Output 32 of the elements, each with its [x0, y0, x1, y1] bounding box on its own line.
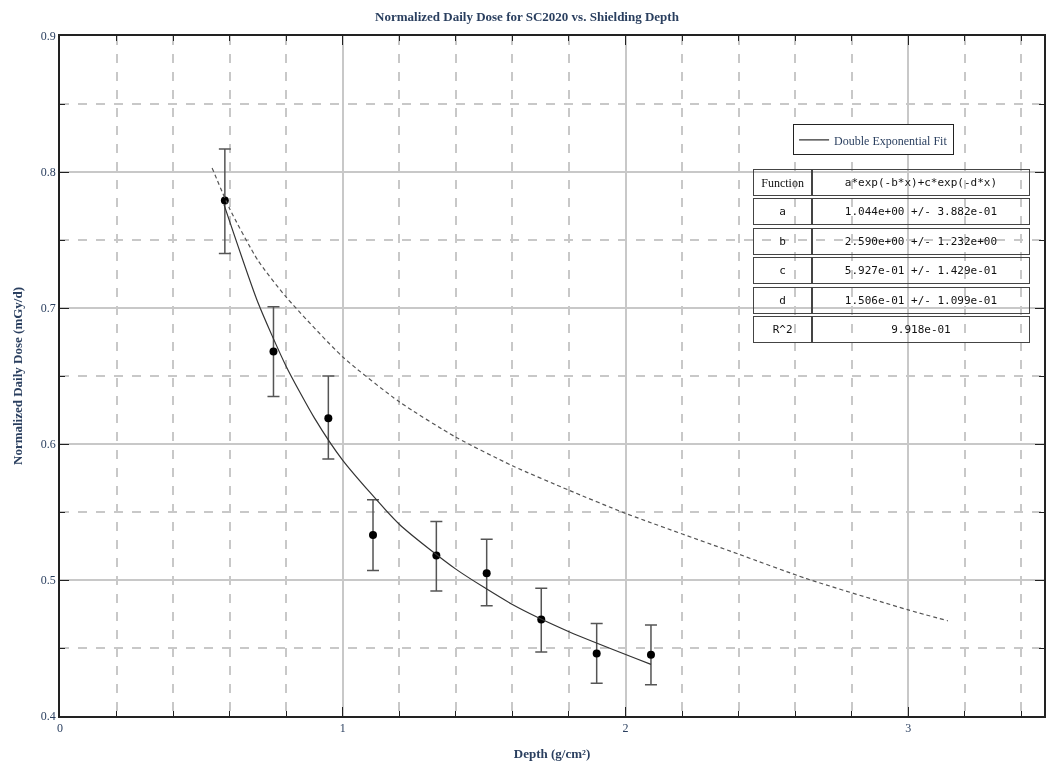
annotation: a: [779, 205, 786, 219]
point: [324, 414, 333, 423]
annotation: 5.927e-01 +/- 1.429e-01: [844, 264, 998, 278]
point: [592, 649, 601, 658]
annotation: Function: [761, 175, 804, 190]
x-tick-label: 2: [622, 721, 629, 736]
x-tick-label: 0: [57, 721, 63, 736]
point: [482, 569, 491, 578]
x-tick-label: 1: [339, 721, 346, 736]
y-tick-label: 0.5: [40, 573, 56, 588]
point: [646, 650, 655, 659]
y-tick-label: 0.4: [40, 709, 56, 724]
annotation: d: [779, 294, 786, 308]
y-tick-label: 0.8: [40, 165, 56, 180]
annotation: 1.044e+00 +/- 3.882e-01: [844, 205, 998, 219]
point: [269, 347, 278, 356]
annotation: 2.590e+00 +/- 1.232e+00: [844, 235, 998, 249]
annotation: b: [779, 235, 786, 249]
point: [369, 531, 378, 540]
y-tick-label: 0.9: [40, 29, 56, 44]
annotation: 9.918e-01: [891, 323, 951, 337]
annotation: 1.506e-01 +/- 1.099e-01: [844, 294, 998, 308]
y-tick-label: 0.7: [40, 301, 56, 316]
annotation: R^2: [772, 323, 793, 337]
x-tick-label: 3: [905, 721, 912, 736]
y-axis-title: Normalized Daily Dose (mGy/d): [10, 286, 26, 466]
chart-title: Normalized Daily Dose for SC2020 vs. Shielding Depth: [375, 8, 680, 24]
annotation: a*exp(-b*x)+c*exp(-d*x): [844, 176, 998, 190]
y-tick-label: 0.6: [40, 437, 56, 452]
legend-label: Double Exponential Fit: [834, 133, 948, 148]
x-axis-title: Depth (g/cm²): [513, 746, 591, 762]
annotation: c: [779, 264, 786, 278]
